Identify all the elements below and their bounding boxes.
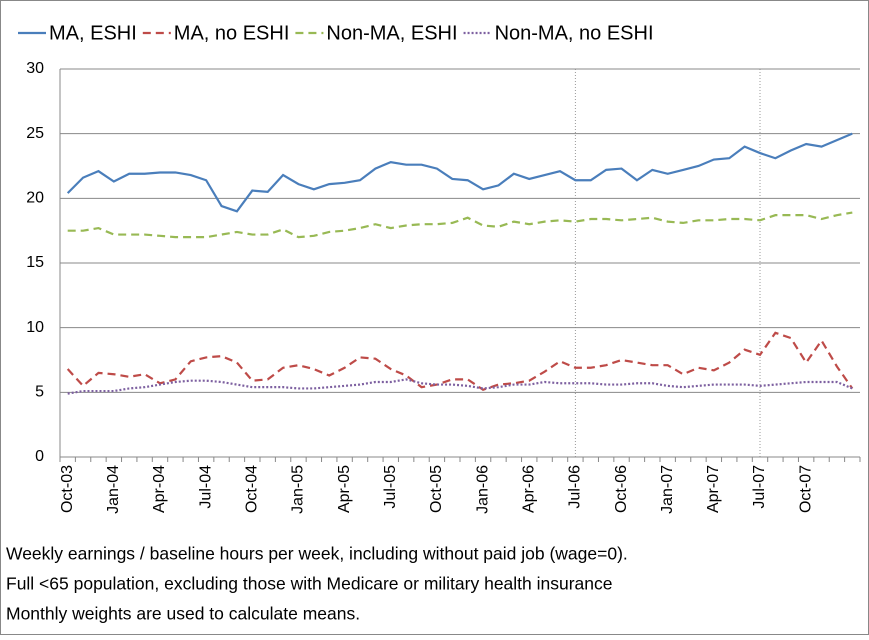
- x-tick-label: Jan-07: [659, 465, 676, 514]
- y-tick-label: 15: [26, 254, 44, 271]
- x-tick-label: Apr-04: [151, 465, 168, 513]
- legend-label: Non-MA, no ESHI: [495, 22, 654, 44]
- series-line: [67, 211, 853, 239]
- x-tick-label: Jan-06: [474, 465, 491, 514]
- x-tick-label: Apr-07: [705, 465, 722, 513]
- note: Monthly weights are used to calculate me…: [6, 604, 360, 624]
- series-line: [67, 378, 853, 395]
- y-tick-label: 10: [26, 319, 44, 336]
- x-tick-label: Apr-06: [520, 465, 537, 513]
- note: Weekly earnings / baseline hours per wee…: [6, 544, 628, 564]
- series-line: [66, 331, 854, 391]
- x-tick-label: Oct-06: [613, 465, 630, 513]
- x-tick-label: Oct-07: [797, 465, 814, 513]
- x-tick-label: Oct-04: [244, 465, 261, 513]
- y-tick-label: 20: [26, 190, 44, 207]
- note: Full <65 population, excluding those wit…: [6, 574, 613, 594]
- y-tick-label: 5: [35, 384, 44, 401]
- legend-label: MA, ESHI: [49, 22, 137, 44]
- x-tick-label: Oct-05: [428, 465, 445, 513]
- legend-label: MA, no ESHI: [174, 22, 290, 44]
- x-tick-label: Jul-06: [567, 465, 584, 509]
- x-tick-label: Oct-03: [59, 465, 76, 513]
- x-tick-label: Jul-05: [382, 465, 399, 509]
- x-tick-label: Jul-07: [751, 465, 768, 509]
- x-tick-label: Jan-04: [105, 465, 122, 514]
- x-tick-label: Jul-04: [197, 465, 214, 509]
- x-tick-label: Apr-05: [336, 465, 353, 513]
- y-tick-label: 25: [26, 125, 44, 142]
- legend-label: Non-MA, ESHI: [326, 22, 457, 44]
- y-tick-label: 30: [26, 60, 44, 77]
- series-line: [66, 132, 853, 213]
- x-tick-label: Jan-05: [290, 465, 307, 514]
- y-tick-label: 0: [35, 448, 44, 465]
